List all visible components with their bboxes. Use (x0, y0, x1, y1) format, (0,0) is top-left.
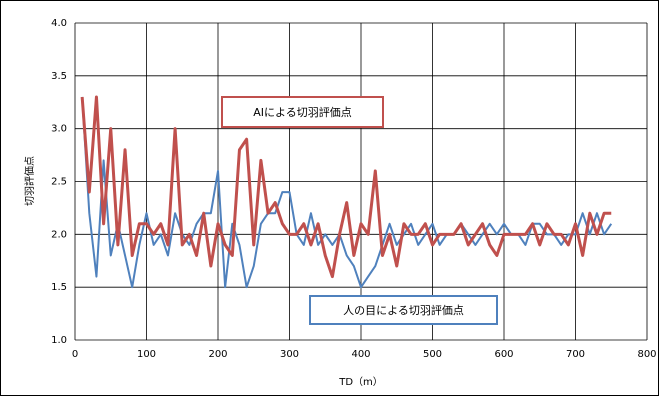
annotation-box (221, 96, 384, 128)
y-tick-label: 2.0 (51, 229, 67, 240)
annotation-box (309, 295, 498, 325)
data-line (80, 95, 612, 279)
x-tick-label: 200 (208, 349, 227, 360)
y-tick-label: 2.5 (51, 177, 67, 188)
x-tick-label: 800 (637, 349, 656, 360)
y-tick-label: 1.0 (51, 335, 67, 346)
x-axis-label: TD（m） (338, 376, 383, 388)
y-tick-label: 4.0 (51, 18, 67, 29)
y-axis-label: 切羽評価点 (23, 156, 36, 206)
x-tick-label: 600 (494, 349, 513, 360)
x-tick-label: 300 (280, 349, 299, 360)
x-tick-label: 500 (423, 349, 442, 360)
annotation: 人の目による切羽評価点 (343, 303, 464, 317)
annotation: AIによる切羽評価点 (253, 105, 351, 119)
x-tick-label: 100 (137, 349, 156, 360)
y-tick-label: 3.0 (51, 124, 67, 135)
data-line (81, 96, 613, 289)
y-tick-label: 1.5 (51, 282, 67, 293)
x-tick-label: 400 (351, 349, 370, 360)
x-tick-label: 700 (566, 349, 585, 360)
y-tick-label: 3.5 (51, 71, 67, 82)
x-tick-label: 0 (72, 349, 78, 360)
